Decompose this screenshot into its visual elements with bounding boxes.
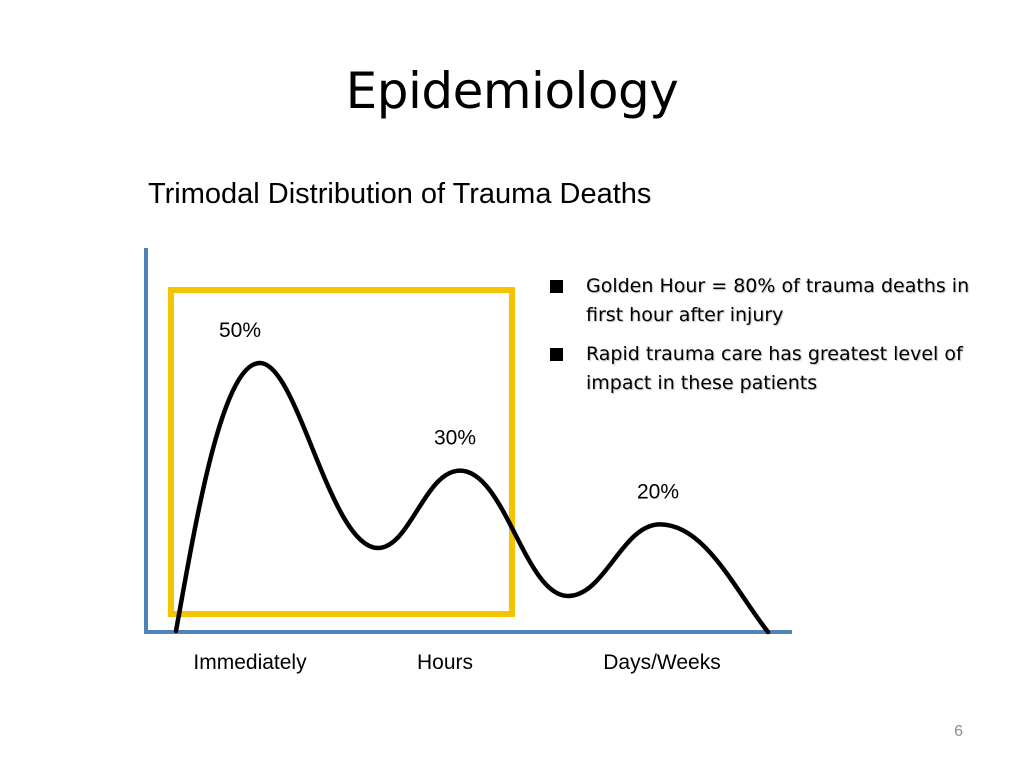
page-number: 6 xyxy=(954,723,963,740)
peak-value-label: 30% xyxy=(434,427,476,450)
x-category-label: Days/Weeks xyxy=(603,651,720,674)
x-category-label: Hours xyxy=(417,651,473,674)
peak-labels: 50% 30% 20% xyxy=(219,319,679,503)
peak-value-label: 20% xyxy=(637,480,679,503)
bullet-list: Golden Hour = 80% of trauma deaths in fi… xyxy=(548,272,998,408)
bullet-text: Rapid trauma care has greatest level of … xyxy=(586,343,963,394)
slide-title: Epidemiology xyxy=(345,62,679,120)
peak-value-label: 50% xyxy=(219,319,261,342)
chart-title: Trimodal Distribution of Trauma Deaths xyxy=(148,178,652,210)
golden-hour-highlight-box xyxy=(168,287,515,617)
x-category-label: Immediately xyxy=(193,651,307,674)
x-axis-category-labels: Immediately Hours Days/Weeks xyxy=(193,651,720,674)
square-bullet-icon xyxy=(550,348,563,361)
trimodal-curve xyxy=(173,360,771,635)
bullet-item: Rapid trauma care has greatest level of … xyxy=(548,340,998,398)
bullet-item: Golden Hour = 80% of trauma deaths in fi… xyxy=(548,272,998,330)
square-bullet-icon xyxy=(550,280,563,293)
chart-axes xyxy=(144,248,792,634)
bullet-text: Golden Hour = 80% of trauma deaths in fi… xyxy=(586,275,970,326)
